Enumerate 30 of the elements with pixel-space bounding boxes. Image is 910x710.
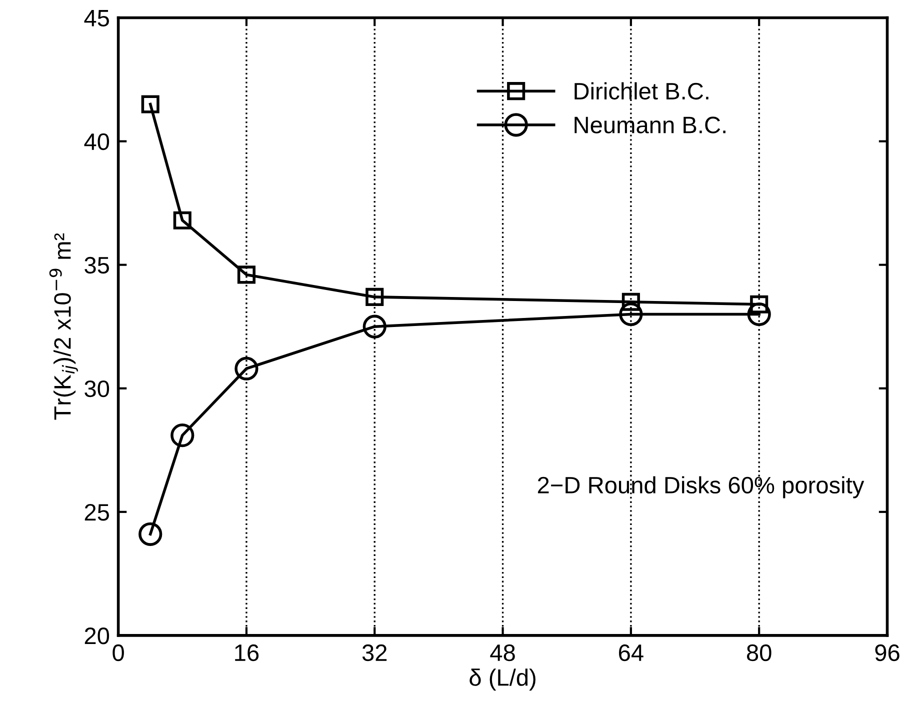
y-tick-label: 25 [84, 504, 109, 521]
point [619, 302, 643, 326]
y-tick-label: 30 [84, 380, 110, 398]
point [173, 211, 192, 230]
y-tick-label: 40 [84, 133, 110, 150]
y-tick-label: 35 [84, 256, 109, 274]
point [141, 95, 160, 114]
point [237, 266, 256, 284]
point [362, 314, 386, 338]
x-axis-title: δ (L/d) [470, 668, 536, 691]
point [747, 302, 771, 326]
y-axis-title: Tr(K$_{ij}$)/2 x10$^{−9}$ m² [49, 233, 78, 420]
point [622, 292, 640, 311]
x-tick-label: 16 [235, 644, 259, 662]
x-tick-label: 0 [112, 644, 124, 662]
x-tick-label: 96 [875, 644, 900, 662]
x-tick-label: 32 [362, 644, 387, 662]
x-tick-label: 48 [490, 644, 515, 662]
x-tick-label: 80 [746, 644, 772, 662]
y-tick-label: 45 [84, 10, 109, 27]
point [138, 522, 162, 546]
point [170, 424, 194, 448]
point [750, 295, 768, 314]
x-tick-label: 64 [619, 644, 644, 662]
legend-label: Neumann B.C. [574, 116, 726, 134]
point [366, 288, 384, 306]
y-tick-label: 20 [84, 628, 110, 644]
legend-label: Dirichlet B.C. [574, 82, 708, 100]
point [234, 356, 258, 380]
annotation: 2−D Round Disks 60% porosity [538, 476, 864, 498]
